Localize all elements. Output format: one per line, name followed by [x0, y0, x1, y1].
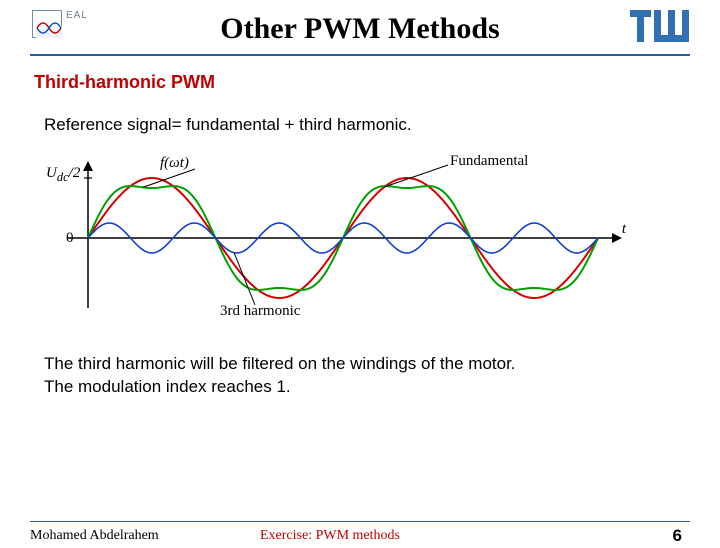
x-axis-label: t [622, 221, 626, 238]
y-axis-top-label: Udc/2 [46, 165, 80, 185]
eal-logo-frame [32, 10, 62, 38]
eal-logo-text: EAL [66, 10, 88, 21]
footer: Mohamed Abdelrahem Exercise: PWM methods… [30, 521, 690, 526]
intro-text: Reference signal= fundamental + third ha… [44, 115, 720, 135]
chart-svg [30, 153, 630, 323]
third-harmonic-annotation: 3rd harmonic [220, 303, 300, 320]
footer-author: Mohamed Abdelrahem [30, 528, 159, 544]
page-title: Other PWM Methods [30, 8, 690, 46]
footer-exercise: Exercise: PWM methods [260, 528, 400, 544]
fundamental-annotation: Fundamental [450, 153, 528, 170]
y-axis-top-label-suffix: /2 [69, 165, 81, 181]
y-axis-zero-label: 0 [66, 230, 74, 247]
y-axis-top-label-u: U [46, 165, 57, 181]
conclusion-line-1: The third harmonic will be filtered on t… [44, 354, 516, 373]
conclusion-text: The third harmonic will be filtered on t… [44, 353, 720, 399]
slide: EAL Other PWM Methods Third-harmonic PWM… [0, 8, 720, 548]
eal-wave-icon [36, 14, 62, 38]
footer-page-number: 6 [673, 526, 682, 546]
tum-logo-icon [630, 10, 690, 42]
fwt-annotation: f(ωt) [160, 155, 189, 172]
harmonic-chart: Udc/2 0 t f(ωt) Fundamental 3rd harmonic [30, 153, 630, 323]
eal-logo: EAL [30, 8, 100, 44]
header: EAL Other PWM Methods [30, 8, 690, 56]
section-subheading: Third-harmonic PWM [34, 72, 720, 93]
conclusion-line-2: The modulation index reaches 1. [44, 377, 291, 396]
y-axis-top-label-sub: dc [57, 170, 69, 184]
